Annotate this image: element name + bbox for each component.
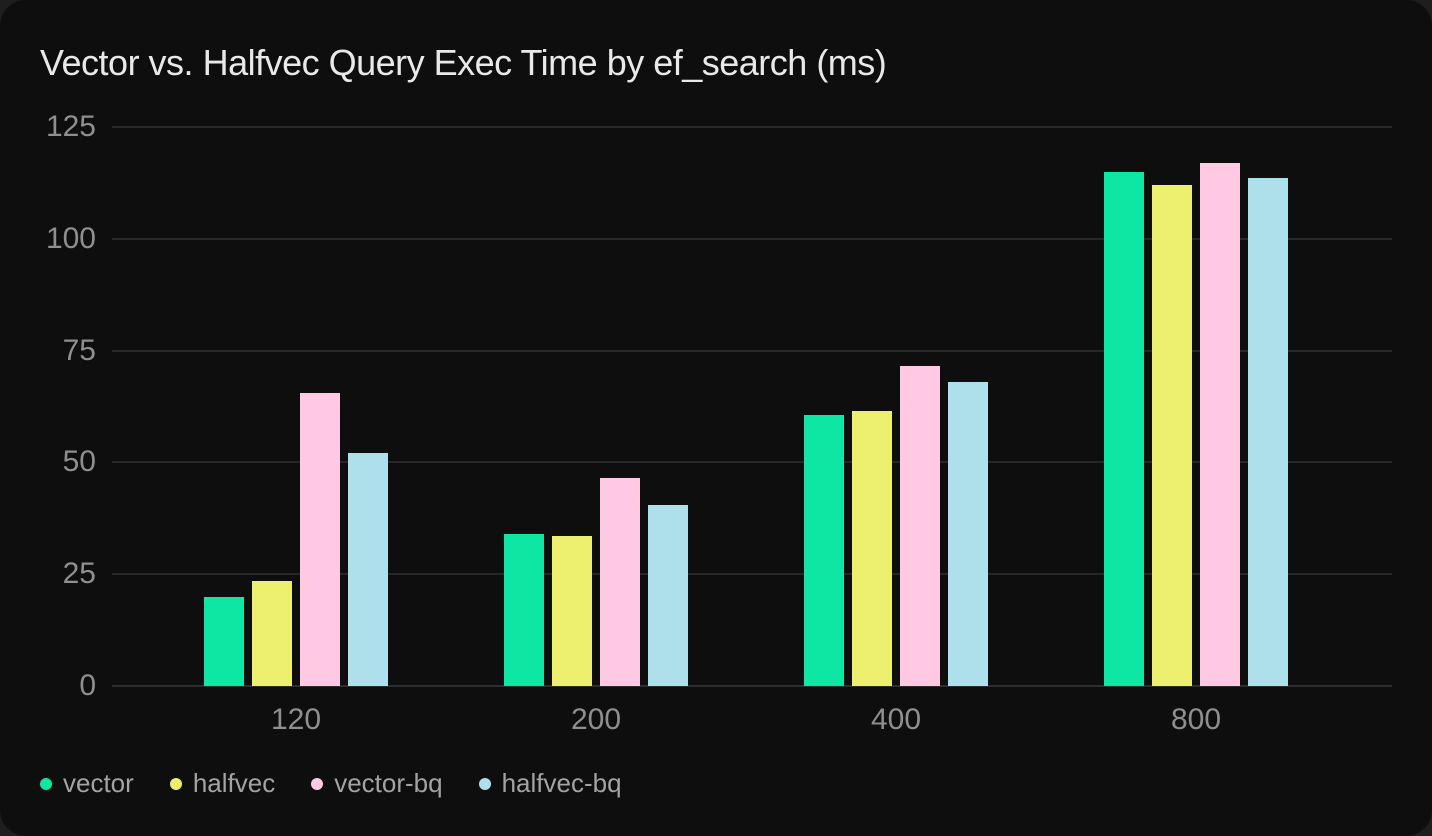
bar-halfvec-800 bbox=[1152, 185, 1192, 686]
legend-dot-icon bbox=[311, 777, 324, 790]
gridline-y125 bbox=[112, 126, 1392, 128]
gridline-y75 bbox=[112, 349, 1392, 352]
bar-group-400 bbox=[804, 366, 988, 686]
y-axis-tick-label: 125 bbox=[45, 110, 96, 143]
legend-label: halfvec-bq bbox=[501, 768, 622, 798]
y-axis-tick-label: 0 bbox=[79, 669, 96, 702]
bar-vector-800 bbox=[1104, 172, 1144, 686]
chart-title: Vector vs. Halfvec Query Exec Time by ef… bbox=[40, 42, 887, 83]
legend-dot-icon bbox=[40, 777, 52, 790]
gridline-y50 bbox=[112, 461, 1392, 464]
bar-vector-bq-400 bbox=[900, 366, 940, 686]
x-axis-tick-label: 400 bbox=[870, 703, 922, 736]
bar-halfvec-120 bbox=[252, 581, 292, 686]
y-axis-tick-label: 50 bbox=[62, 445, 96, 479]
legend-label: vector-bq bbox=[334, 768, 443, 798]
y-axis-tick-label: 100 bbox=[45, 221, 96, 255]
legend-item-vector: vector bbox=[40, 768, 134, 799]
legend-item-vector-bq: vector-bq bbox=[311, 768, 443, 799]
legend-dot-icon bbox=[478, 777, 491, 790]
bar-vector-200 bbox=[504, 534, 544, 686]
bar-halfvec-bq-400 bbox=[948, 382, 988, 686]
x-axis-tick-label: 120 bbox=[270, 703, 322, 736]
gridline-y0 bbox=[112, 685, 1392, 687]
bar-halfvec-400 bbox=[852, 411, 892, 686]
bar-halfvec-bq-200 bbox=[648, 505, 688, 686]
legend-dot-icon bbox=[169, 777, 182, 790]
bar-halfvec-bq-800 bbox=[1248, 178, 1288, 686]
bar-group-200 bbox=[504, 478, 688, 686]
bar-vector-bq-200 bbox=[600, 478, 640, 686]
bar-group-800 bbox=[1104, 163, 1288, 686]
x-axis-tick-label: 800 bbox=[1170, 703, 1222, 736]
gridline-y100 bbox=[112, 237, 1392, 240]
bar-vector-120 bbox=[204, 597, 244, 686]
legend-item-halfvec-bq: halfvec-bq bbox=[478, 768, 622, 799]
y-axis-tick-label: 25 bbox=[62, 557, 96, 591]
bar-vector-bq-800 bbox=[1200, 163, 1240, 686]
legend: vector halfvec vector-bq halfvec-bq bbox=[40, 768, 622, 799]
bar-vector-bq-120 bbox=[300, 393, 340, 686]
bar-halfvec-bq-120 bbox=[348, 453, 388, 686]
y-axis-tick-label: 75 bbox=[62, 333, 96, 367]
legend-label: vector bbox=[63, 768, 134, 798]
legend-item-halfvec: halfvec bbox=[169, 768, 276, 799]
legend-label: halfvec bbox=[192, 768, 276, 798]
bar-vector-400 bbox=[804, 415, 844, 686]
bar-group-120 bbox=[204, 393, 388, 686]
bar-halfvec-200 bbox=[552, 536, 592, 686]
gridline-y25 bbox=[112, 573, 1392, 576]
x-axis-tick-label: 200 bbox=[570, 703, 622, 736]
